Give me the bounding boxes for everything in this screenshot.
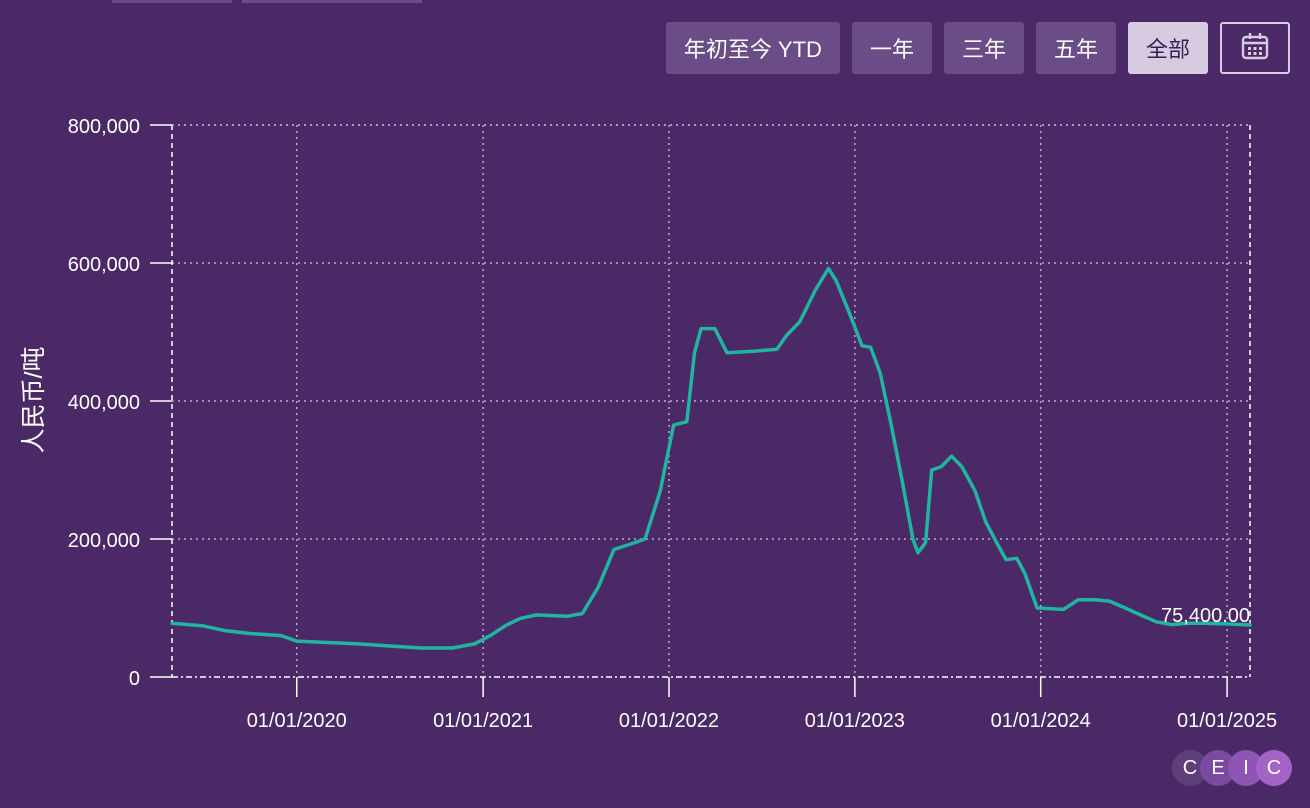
top-tab-1[interactable] — [112, 0, 232, 3]
calendar-icon — [1240, 31, 1270, 66]
ceic-logo: C E I C — [1172, 750, 1292, 786]
last-value-label: 75,400.00 — [1161, 605, 1250, 627]
logo-letter-2: E — [1200, 750, 1236, 786]
y-tick-label: 600,000 — [68, 254, 140, 276]
y-tick-label: 800,000 — [68, 116, 140, 138]
range-button-all[interactable]: 全部 — [1127, 22, 1208, 74]
range-button-5y[interactable]: 五年 — [1035, 22, 1116, 74]
x-tick-label: 01/01/2025 — [1177, 710, 1277, 732]
date-picker-button[interactable] — [1220, 22, 1290, 74]
range-button-ytd[interactable]: 年初至今 YTD — [665, 22, 840, 74]
top-tab-strip — [0, 0, 1310, 4]
y-axis-label: 人民币/吨 — [20, 347, 48, 454]
x-tick-label: 01/01/2020 — [247, 710, 347, 732]
x-tick-label: 01/01/2023 — [805, 710, 905, 732]
y-tick-label: 400,000 — [68, 392, 140, 414]
range-toolbar: 年初至今 YTD 一年 三年 五年 全部 — [665, 22, 1290, 74]
y-tick-label: 200,000 — [68, 530, 140, 552]
range-button-3y[interactable]: 三年 — [943, 22, 1024, 74]
y-tick-label: 0 — [129, 668, 140, 690]
series-line — [170, 266, 1252, 650]
x-tick-label: 01/01/2022 — [619, 710, 719, 732]
top-tab-2[interactable] — [242, 0, 422, 3]
x-tick-label: 01/01/2024 — [991, 710, 1091, 732]
range-button-1y[interactable]: 一年 — [851, 22, 932, 74]
logo-letter-4: C — [1256, 750, 1292, 786]
x-tick-label: 01/01/2021 — [433, 710, 533, 732]
